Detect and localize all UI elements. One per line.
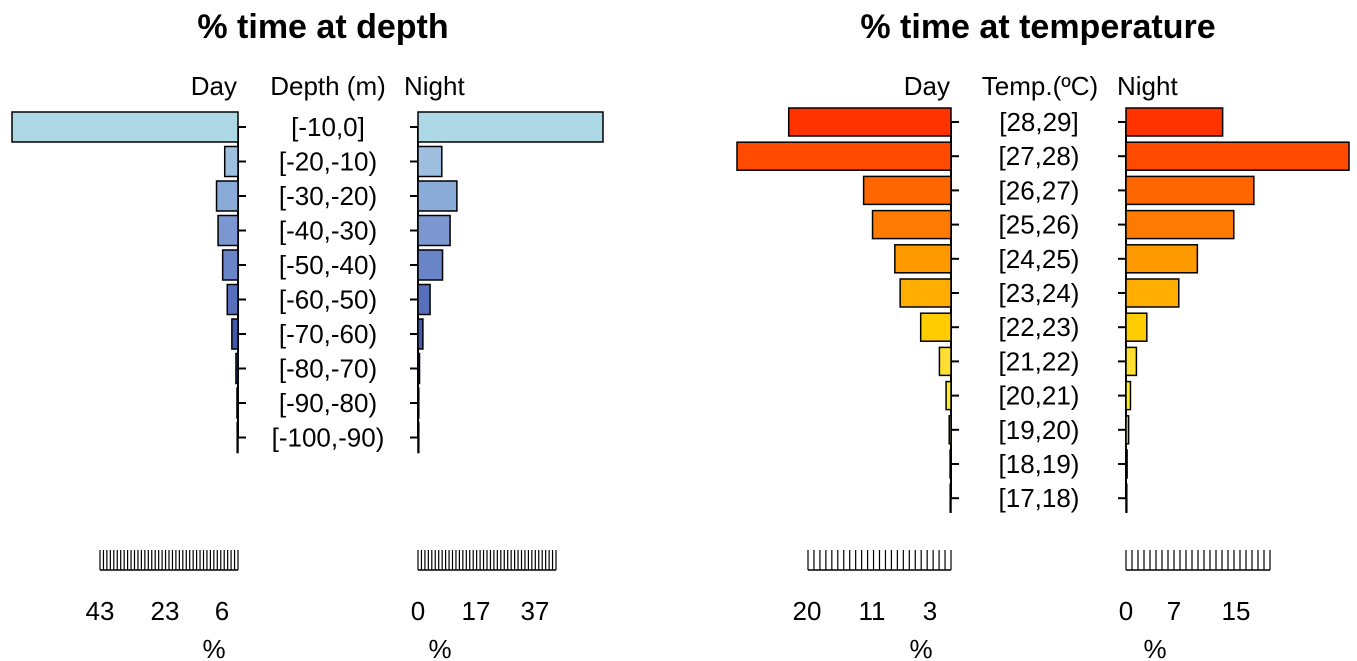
category-label: [-10,0] <box>291 112 365 142</box>
night-bar <box>417 145 443 178</box>
day-bar <box>231 318 239 350</box>
temperature-title: % time at temperature <box>860 8 1215 46</box>
category-label: [18,19) <box>999 449 1080 479</box>
night-bar <box>417 352 421 385</box>
night-unit-label: % <box>428 634 451 661</box>
night-unit-label: % <box>1143 634 1166 661</box>
depth-header-night: Night <box>404 71 465 101</box>
day-unit-label: % <box>909 634 932 661</box>
night-bar <box>1125 209 1235 240</box>
day-bar <box>736 141 952 171</box>
day-bar <box>919 312 952 342</box>
night-bar <box>1125 415 1130 445</box>
night-bar <box>1125 278 1180 308</box>
night-bar <box>1125 107 1224 137</box>
category-label: [20,21) <box>999 381 1080 411</box>
temperature-header-center: Temp.(ºC) <box>982 71 1098 101</box>
day-bar <box>949 449 952 479</box>
night-bar <box>417 180 458 212</box>
category-label: [-70,-60) <box>279 319 377 349</box>
category-label: [-60,-50) <box>279 285 377 315</box>
depth-panel: % time at depth Day Depth (m) Night [-10… <box>11 8 604 661</box>
category-label: [21,22) <box>999 346 1080 376</box>
night-tick-label: 7 <box>1167 596 1181 626</box>
temperature-header-day: Day <box>904 71 950 101</box>
night-bar <box>1125 380 1132 411</box>
night-bar <box>1125 312 1148 342</box>
day-bar <box>236 421 239 454</box>
category-label: [24,25) <box>999 244 1080 274</box>
night-bar <box>1125 449 1128 479</box>
night-bar <box>417 214 451 247</box>
night-bar <box>1125 244 1199 274</box>
day-tick-label: 23 <box>151 596 180 626</box>
category-label: [28,29] <box>999 107 1079 137</box>
category-label: [-30,-20) <box>279 181 377 211</box>
night-bar <box>417 387 420 419</box>
category-label: [-20,-10) <box>279 147 377 177</box>
category-label: [26,27) <box>999 175 1080 205</box>
day-bar <box>938 346 952 377</box>
day-tick-label: 3 <box>923 596 937 626</box>
night-bar <box>417 111 604 143</box>
day-bar <box>899 278 952 308</box>
category-label: [-40,-30) <box>279 216 377 246</box>
depth-header-day: Day <box>191 71 237 101</box>
day-tick-label: 43 <box>86 596 115 626</box>
night-bar <box>417 318 424 350</box>
category-label: [19,20) <box>999 415 1080 445</box>
night-bar <box>1125 346 1138 377</box>
day-tick-label: 20 <box>793 596 822 626</box>
night-tick-label: 0 <box>411 596 425 626</box>
day-bar <box>871 209 952 240</box>
night-bar <box>417 249 444 281</box>
day-bar <box>949 483 952 513</box>
day-bar <box>223 145 239 178</box>
day-bar <box>948 415 952 445</box>
category-label: [17,18) <box>999 483 1080 513</box>
depth-title: % time at depth <box>197 8 448 46</box>
day-tick-label: 6 <box>215 596 229 626</box>
day-bar <box>226 283 239 316</box>
day-bar <box>215 180 239 212</box>
night-tick-label: 37 <box>521 596 550 626</box>
category-label: [22,23) <box>999 312 1080 342</box>
day-bar <box>945 380 952 411</box>
night-bar <box>1125 141 1350 171</box>
category-label: [-80,-70) <box>279 354 377 384</box>
day-bar <box>11 111 239 143</box>
day-bar <box>221 249 239 281</box>
night-bar <box>417 421 420 454</box>
day-bar <box>787 107 952 137</box>
depth-header-center: Depth (m) <box>270 71 386 101</box>
category-label: [27,28) <box>999 141 1080 171</box>
category-label: [25,26) <box>999 210 1080 240</box>
day-bar <box>235 352 239 385</box>
category-label: [23,24) <box>999 278 1080 308</box>
category-label: [-50,-40) <box>279 250 377 280</box>
night-bar <box>1125 483 1128 513</box>
day-bar <box>217 214 239 247</box>
temperature-header-night: Night <box>1117 71 1178 101</box>
category-label: [-90,-80) <box>279 388 377 418</box>
night-tick-label: 0 <box>1119 596 1133 626</box>
night-bar <box>417 283 431 316</box>
temperature-panel: % time at temperature Day Temp.(ºC) Nigh… <box>736 8 1350 661</box>
day-unit-label: % <box>202 634 225 661</box>
category-label: [-100,-90) <box>272 423 385 453</box>
day-tick-label: 11 <box>859 596 886 626</box>
day-bar <box>236 387 239 419</box>
night-tick-label: 15 <box>1222 596 1251 626</box>
night-tick-label: 17 <box>462 596 491 626</box>
night-bar <box>1125 175 1255 206</box>
day-bar <box>862 175 952 206</box>
day-bar <box>894 244 952 274</box>
